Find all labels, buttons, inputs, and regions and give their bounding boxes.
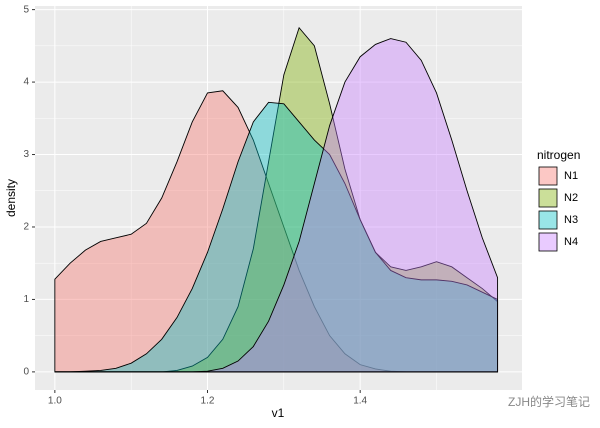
legend-swatch <box>538 188 558 208</box>
grid <box>35 6 522 390</box>
legend-swatch <box>538 166 558 186</box>
panel <box>35 6 522 390</box>
y-axis-title: density <box>4 179 18 217</box>
x-tick-label: 1.4 <box>353 396 367 407</box>
density-area <box>54 101 499 373</box>
legend-label: N1 <box>564 170 578 182</box>
legend-label: N4 <box>564 236 578 248</box>
x-tick-label: 1.0 <box>48 396 62 407</box>
legend-key <box>538 188 558 208</box>
legend-label: N2 <box>564 192 578 204</box>
legend: N1 N2 N3 N4 <box>538 166 578 252</box>
legend-key <box>538 210 558 230</box>
legend-title: nitrogen <box>537 148 580 162</box>
y-tick-label: 4 <box>23 77 29 88</box>
y-tick-label: 1 <box>23 294 29 305</box>
areas <box>54 26 499 373</box>
density-area <box>54 38 499 373</box>
x-axis-title: v1 <box>272 406 285 420</box>
legend-label: N3 <box>564 214 578 226</box>
y-tick-label: 0 <box>23 367 29 378</box>
x-tick-label: 1.2 <box>201 396 215 407</box>
legend-key <box>538 166 558 186</box>
y-tick-label: 5 <box>23 4 29 15</box>
legend-swatch <box>538 232 558 252</box>
watermark: ZJH的学习笔记 <box>508 394 590 409</box>
y-tick-label: 3 <box>23 149 29 160</box>
legend-key <box>538 232 558 252</box>
y-tick-label: 2 <box>23 222 29 233</box>
legend-swatch <box>538 210 558 230</box>
